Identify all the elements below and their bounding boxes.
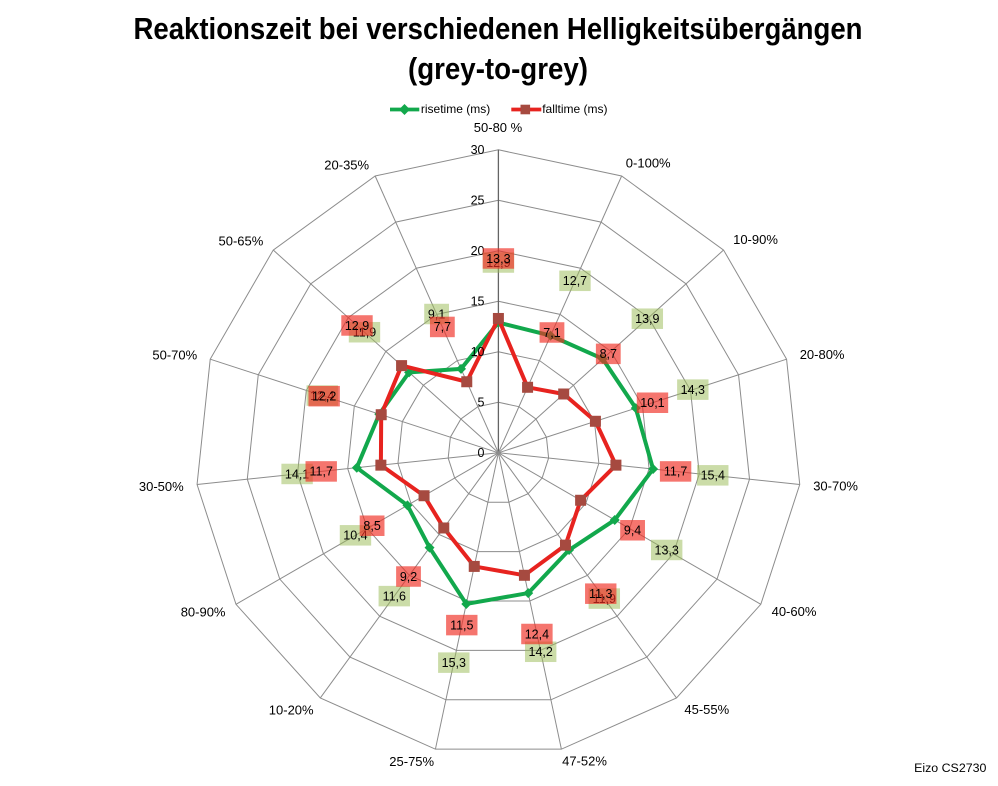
svg-text:50-70%: 50-70% [152,347,197,362]
svg-text:20-35%: 20-35% [324,158,369,173]
svg-text:20: 20 [471,244,485,258]
svg-text:15,3: 15,3 [442,656,466,670]
svg-text:47-52%: 47-52% [562,754,607,769]
svg-text:50-65%: 50-65% [218,234,263,249]
svg-text:10-20%: 10-20% [269,702,314,717]
svg-text:11,7: 11,7 [310,465,333,479]
svg-text:50-80 %: 50-80 % [474,120,523,135]
svg-text:25: 25 [471,194,485,208]
svg-text:Reaktionszeit bei verschiedene: Reaktionszeit bei verschiedenen Helligke… [134,11,863,46]
svg-text:11,6: 11,6 [383,589,406,603]
svg-text:12,7: 12,7 [563,274,587,288]
svg-text:9,4: 9,4 [624,524,641,538]
svg-text:7,7: 7,7 [434,320,451,334]
svg-text:40-60%: 40-60% [772,604,817,619]
svg-text:11,5: 11,5 [450,618,473,632]
svg-text:20-80%: 20-80% [800,347,845,362]
svg-text:8,5: 8,5 [363,519,380,533]
svg-text:9,2: 9,2 [400,570,417,584]
svg-text:25-75%: 25-75% [389,754,434,769]
svg-text:30: 30 [471,143,485,157]
svg-text:11,3: 11,3 [589,587,612,601]
svg-text:30-70%: 30-70% [813,478,858,493]
svg-text:7,1: 7,1 [543,326,560,340]
svg-text:13,3: 13,3 [486,252,510,266]
svg-text:8,7: 8,7 [600,347,617,361]
svg-text:14,3: 14,3 [681,383,705,397]
svg-text:0: 0 [478,446,485,460]
svg-text:11,7: 11,7 [664,465,687,479]
svg-text:13,3: 13,3 [655,543,679,557]
svg-text:10: 10 [471,345,485,359]
svg-text:Eizo CS2730: Eizo CS2730 [914,761,986,775]
svg-text:10-90%: 10-90% [733,232,778,247]
svg-text:15,4: 15,4 [701,469,725,483]
svg-text:45-55%: 45-55% [684,702,729,717]
svg-text:15: 15 [471,295,485,309]
svg-text:12,2: 12,2 [312,389,336,403]
svg-text:12,9: 12,9 [345,319,369,333]
svg-text:5: 5 [478,396,485,410]
svg-text:14,2: 14,2 [529,645,553,659]
svg-text:(grey-to-grey): (grey-to-grey) [408,51,588,86]
svg-text:12,4: 12,4 [525,627,549,641]
svg-text:risetime (ms): risetime (ms) [421,102,490,116]
svg-text:80-90%: 80-90% [181,605,226,620]
svg-text:14,1: 14,1 [285,467,309,481]
svg-text:falltime (ms): falltime (ms) [542,102,607,116]
svg-text:13,9: 13,9 [635,312,659,326]
svg-text:0-100%: 0-100% [626,155,671,170]
svg-text:10,1: 10,1 [640,396,664,410]
svg-text:30-50%: 30-50% [139,479,184,494]
